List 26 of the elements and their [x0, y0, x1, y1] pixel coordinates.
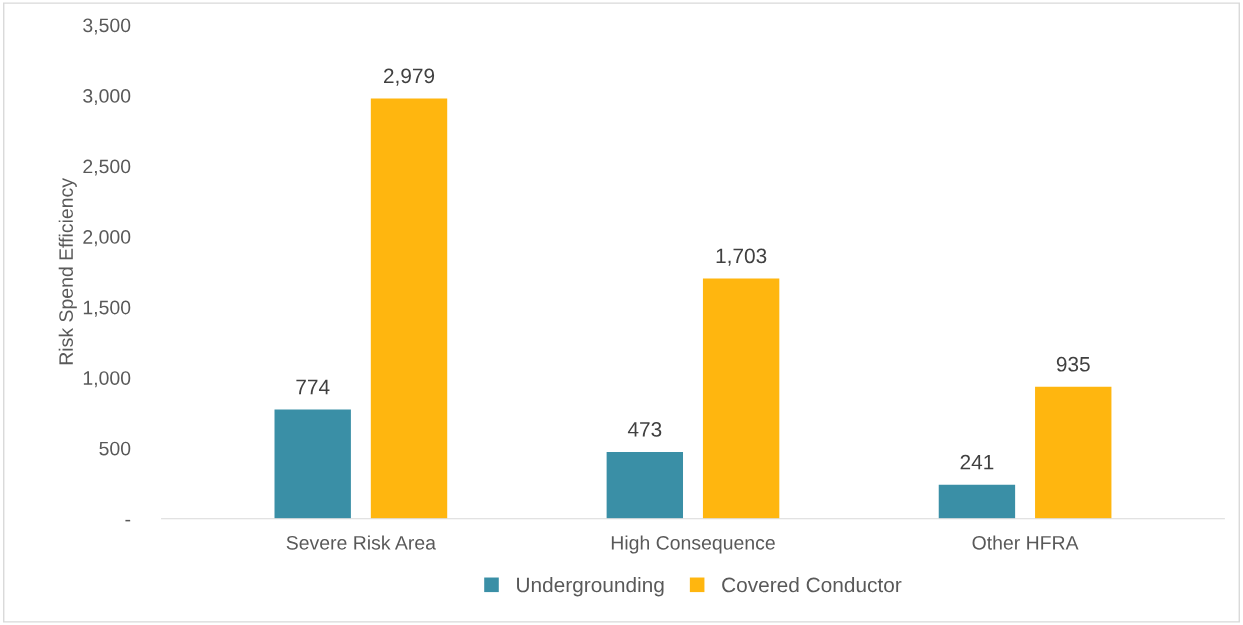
- y-tick-label: 1,500: [83, 300, 131, 317]
- bar: [1035, 386, 1112, 519]
- x-tick-label: High Consequence: [611, 535, 775, 554]
- data-label: 1,703: [716, 248, 767, 266]
- bar: [606, 452, 684, 519]
- bar: [938, 484, 1016, 519]
- y-tick-label: 2,000: [83, 230, 131, 247]
- data-label: 935: [1056, 356, 1090, 372]
- data-label: 2,979: [384, 68, 435, 86]
- data-label: 241: [960, 454, 994, 470]
- legend-label: Covered Conductor: [722, 577, 902, 593]
- bar: [702, 278, 780, 519]
- bar: [370, 98, 448, 519]
- y-tick-label: 3,000: [83, 89, 131, 106]
- data-label: 473: [627, 422, 662, 437]
- y-tick-label: 1,000: [83, 371, 131, 388]
- y-tick-label: -: [125, 519, 131, 522]
- y-tick-label: 500: [99, 441, 131, 456]
- data-label: 774: [296, 379, 330, 395]
- y-axis-title: Risk Spend Efficiency: [58, 178, 77, 365]
- y-tick-label: 2,500: [83, 159, 131, 176]
- bar: [274, 409, 351, 519]
- y-tick-label: 3,500: [83, 18, 131, 35]
- legend-label: Undergrounding: [517, 577, 664, 597]
- x-tick-label: Other HFRA: [972, 535, 1079, 550]
- x-tick-label: Severe Risk Area: [286, 535, 436, 550]
